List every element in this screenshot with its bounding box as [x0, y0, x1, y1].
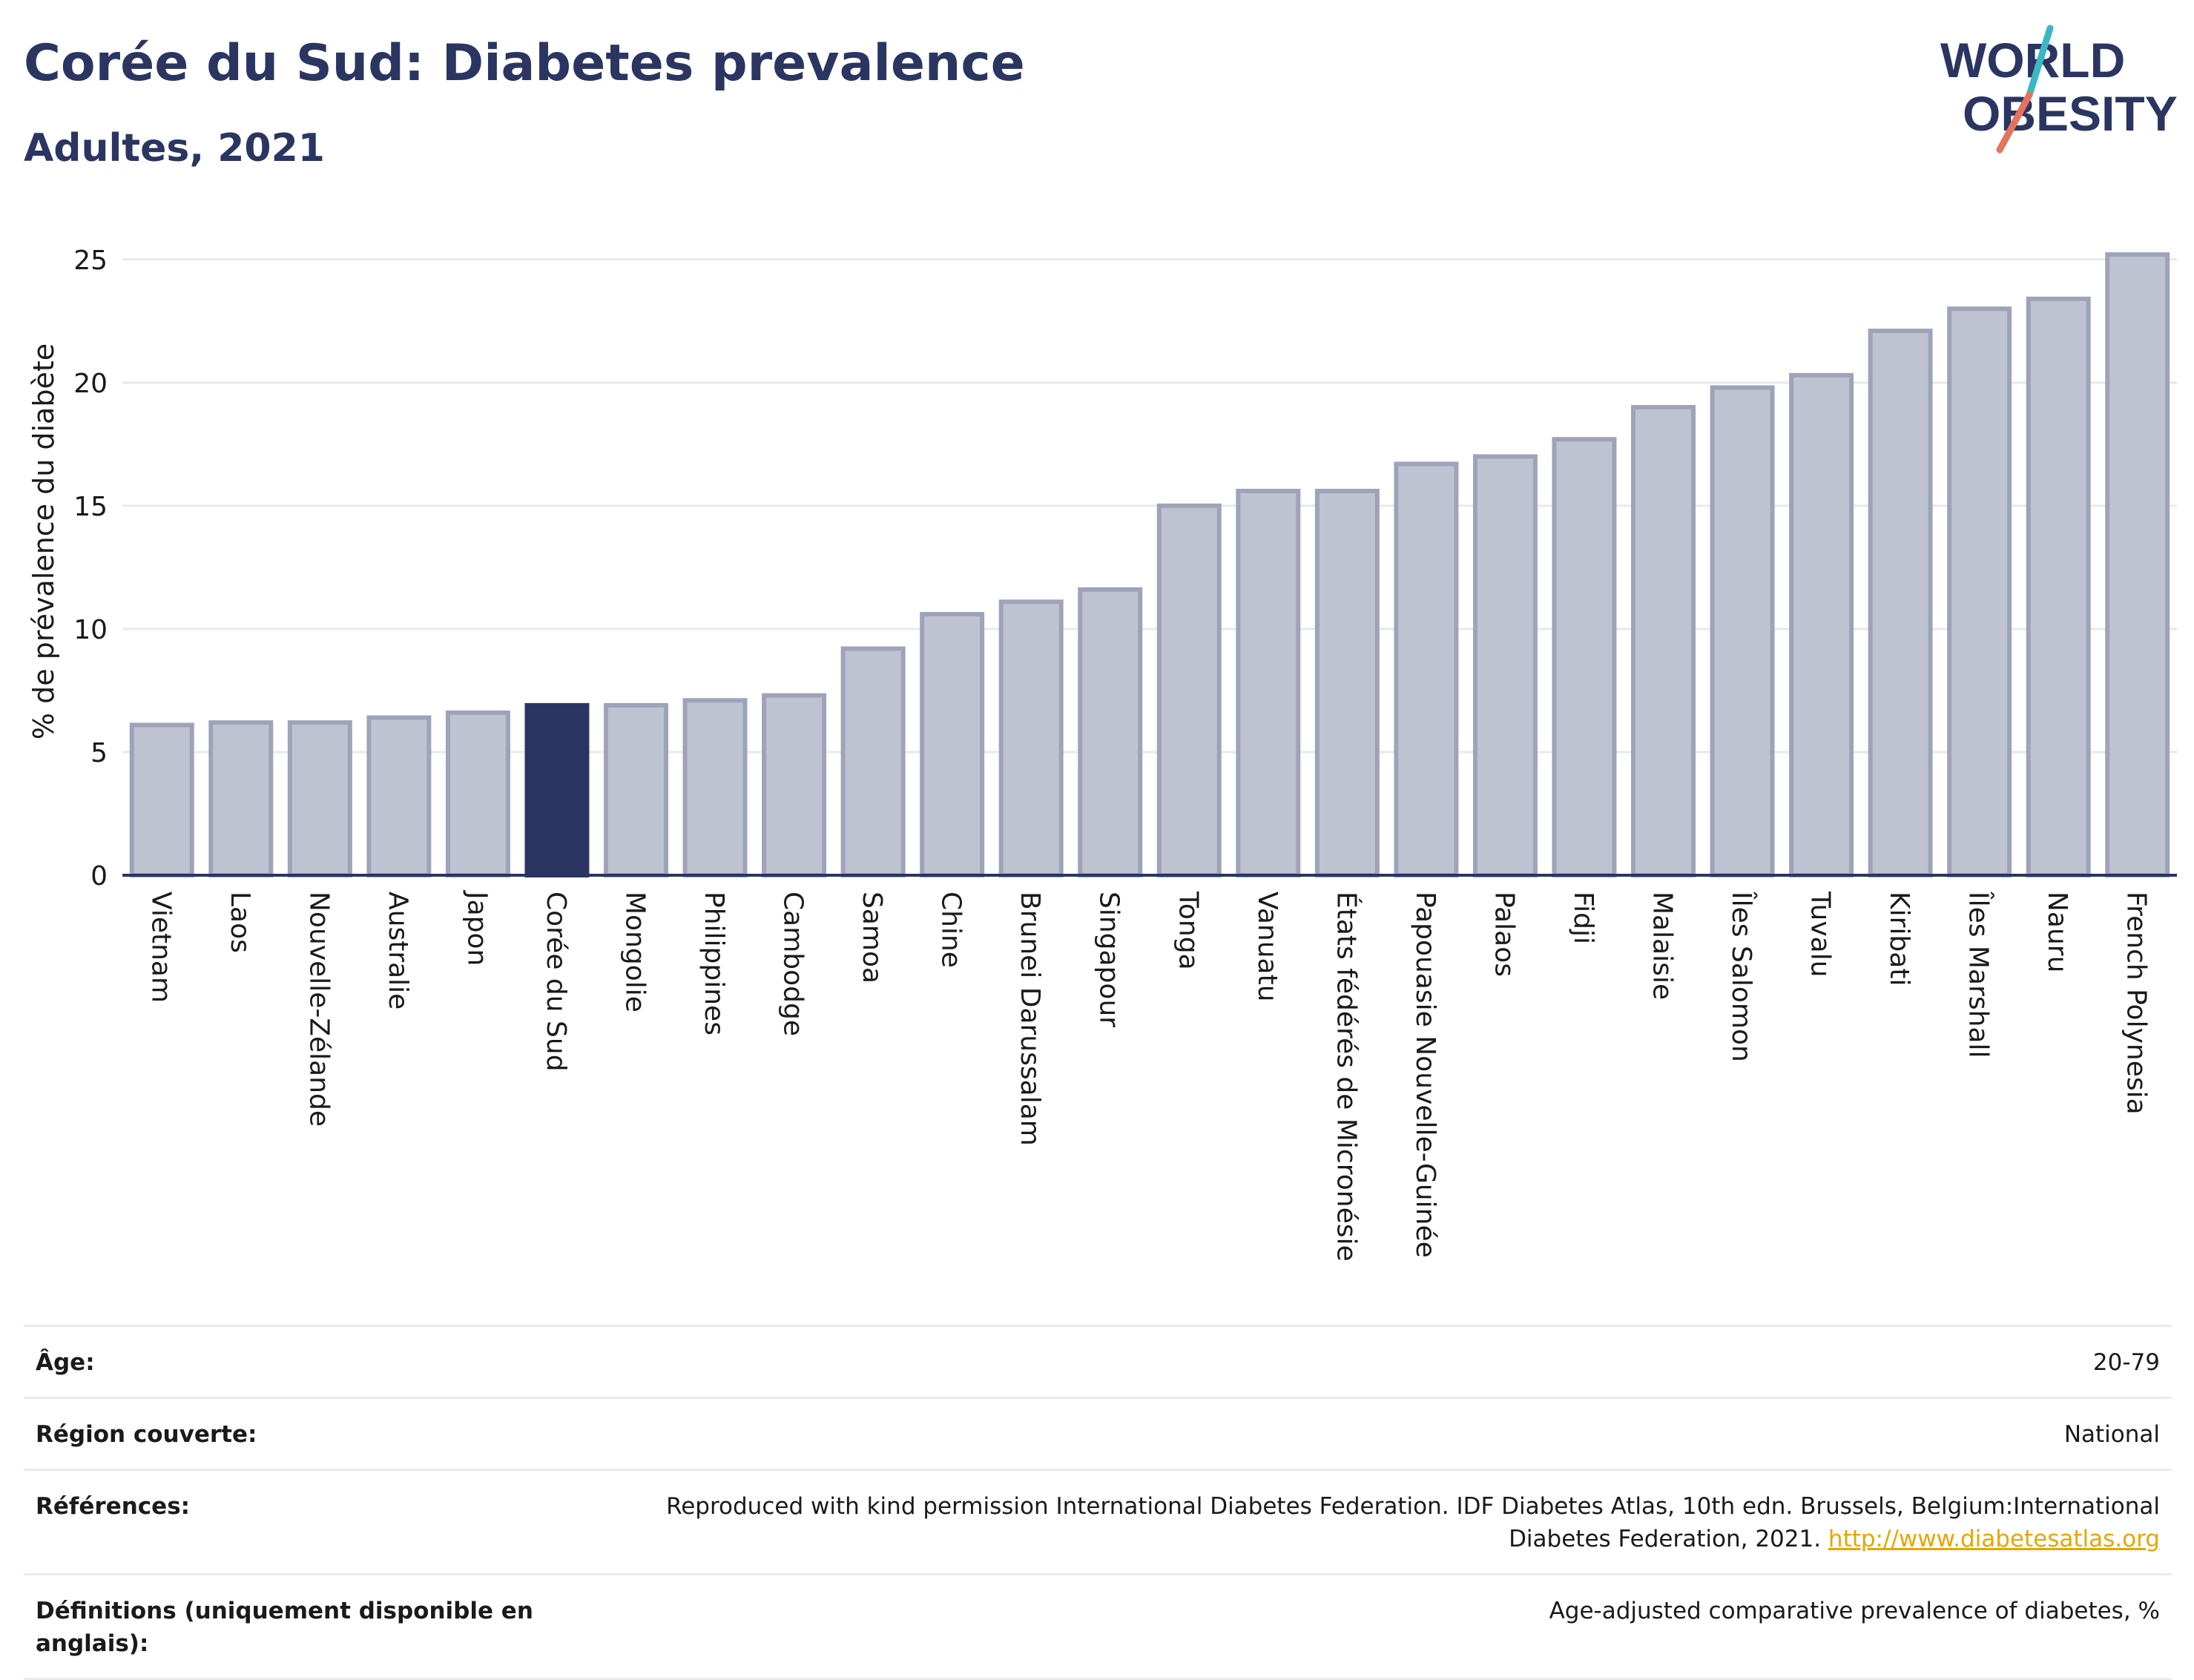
x-tick-labels: Vietnam Laos Nouvelle-Zélande Australie Japo…	[145, 890, 2151, 1262]
meta-value: Reproduced with kind permission Internat…	[647, 1490, 2160, 1555]
y-tick-label: 10	[73, 615, 108, 645]
meta-row-definitions: Définitions (uniquement disponible en an…	[24, 1573, 2172, 1680]
bar	[1156, 503, 1222, 877]
x-tick-label: Mongolie	[620, 892, 650, 1012]
bar	[1868, 329, 1933, 877]
bar	[840, 646, 906, 877]
metadata-table: Âge: 20-79 Région couverte: National Réf…	[24, 1325, 2172, 1680]
bar	[920, 612, 985, 877]
x-tick-label: Vietnam	[145, 892, 176, 1003]
x-tick-label: Tuvalu	[1805, 891, 1836, 978]
references-link[interactable]: http://www.diabetesatlas.org	[1828, 1526, 2160, 1552]
x-tick-label: Cambodge	[778, 892, 808, 1036]
world-obesity-logo: WORLD OBESITY	[1940, 24, 2178, 154]
meta-label: Références:	[36, 1493, 191, 1520]
bar	[1472, 454, 1538, 877]
bar	[287, 720, 352, 878]
x-tick-label: Palaos	[1489, 892, 1519, 977]
x-tick-label: French Polynesia	[2121, 892, 2152, 1115]
x-tick-label: Îles Marshall	[1963, 891, 1994, 1058]
page-subtitle: Adultes, 2021	[24, 126, 325, 171]
bar	[604, 702, 668, 877]
x-tick-label: Îles Salomon	[1726, 891, 1757, 1062]
x-tick-label: Singapour	[1094, 892, 1124, 1027]
bar	[998, 599, 1064, 877]
x-tick-label: Corée du Sud	[541, 892, 571, 1072]
bar	[1552, 437, 1617, 877]
bar	[1631, 405, 1696, 877]
meta-label: Région couverte:	[36, 1421, 257, 1448]
bars	[129, 252, 2170, 878]
y-tick-label: 0	[90, 861, 108, 892]
y-tick-labels: 0 5 10 15 20 25	[73, 246, 108, 892]
bar	[682, 698, 748, 878]
logo-slash-coral	[1996, 91, 2033, 154]
logo-slash-teal	[2026, 24, 2054, 99]
meta-label: Âge:	[36, 1349, 95, 1376]
bar	[445, 710, 510, 878]
bar	[2026, 296, 2091, 877]
x-tick-label: Malaisie	[1647, 892, 1678, 1000]
meta-row-age: Âge: 20-79	[24, 1325, 2172, 1397]
x-tick-label: Nauru	[2042, 892, 2072, 972]
x-tick-label: Japon	[461, 890, 492, 966]
y-tick-label: 15	[73, 492, 108, 522]
meta-value: National	[2063, 1421, 2160, 1448]
x-tick-label: Laos	[225, 892, 255, 953]
meta-row-references: Références: Reproduced with kind permiss…	[24, 1469, 2172, 1573]
x-tick-label: Kiribati	[1884, 892, 1914, 986]
bar-chart: 0 5 10 15 20 25 Vietnam Laos Nouvelle-Zélande Au…	[27, 246, 2177, 1262]
page-title: Corée du Sud: Diabetes prevalence	[24, 34, 1025, 93]
x-tick-label: Australie	[383, 892, 413, 1009]
x-tick-label: Nouvelle-Zélande	[303, 892, 334, 1127]
x-tick-label: Fidji	[1568, 892, 1598, 944]
meta-value: Age-adjusted comparative prevalence of d…	[1549, 1598, 2160, 1624]
x-tick-label: États fédérés de Micronésie	[1331, 892, 1362, 1262]
bar	[1078, 587, 1143, 878]
logo-line-2: OBESITY	[1963, 86, 2178, 141]
x-tick-label: Samoa	[857, 892, 887, 984]
y-tick-label: 5	[90, 738, 108, 768]
bar	[1947, 306, 2012, 877]
bar	[524, 702, 590, 877]
bar	[1789, 372, 1854, 877]
x-tick-label: Brunei Darussalam	[1015, 892, 1045, 1146]
meta-value: 20-79	[2092, 1349, 2160, 1376]
bar	[129, 722, 194, 877]
bar	[1314, 488, 1380, 877]
bar	[2105, 252, 2170, 877]
x-tick-label: Tonga	[1173, 891, 1203, 970]
y-axis-label: % de prévalence du diabète	[27, 343, 60, 739]
bar	[762, 693, 827, 877]
y-tick-label: 20	[73, 369, 108, 399]
bar	[1394, 461, 1459, 877]
bar	[1236, 488, 1301, 877]
meta-label: Définitions (uniquement disponible en an…	[36, 1598, 533, 1657]
x-tick-label: Vanuatu	[1252, 892, 1282, 1002]
references-text: Reproduced with kind permission Internat…	[666, 1493, 2160, 1552]
x-tick-label: Chine	[936, 892, 966, 968]
bar	[1710, 385, 1775, 877]
bar	[366, 715, 432, 877]
meta-row-region: Région couverte: National	[24, 1397, 2172, 1469]
bar	[208, 720, 274, 878]
x-tick-label: Philippines	[699, 892, 729, 1035]
y-tick-label: 25	[73, 246, 108, 276]
x-tick-label: Papouasie Nouvelle-Guinée	[1410, 892, 1440, 1258]
